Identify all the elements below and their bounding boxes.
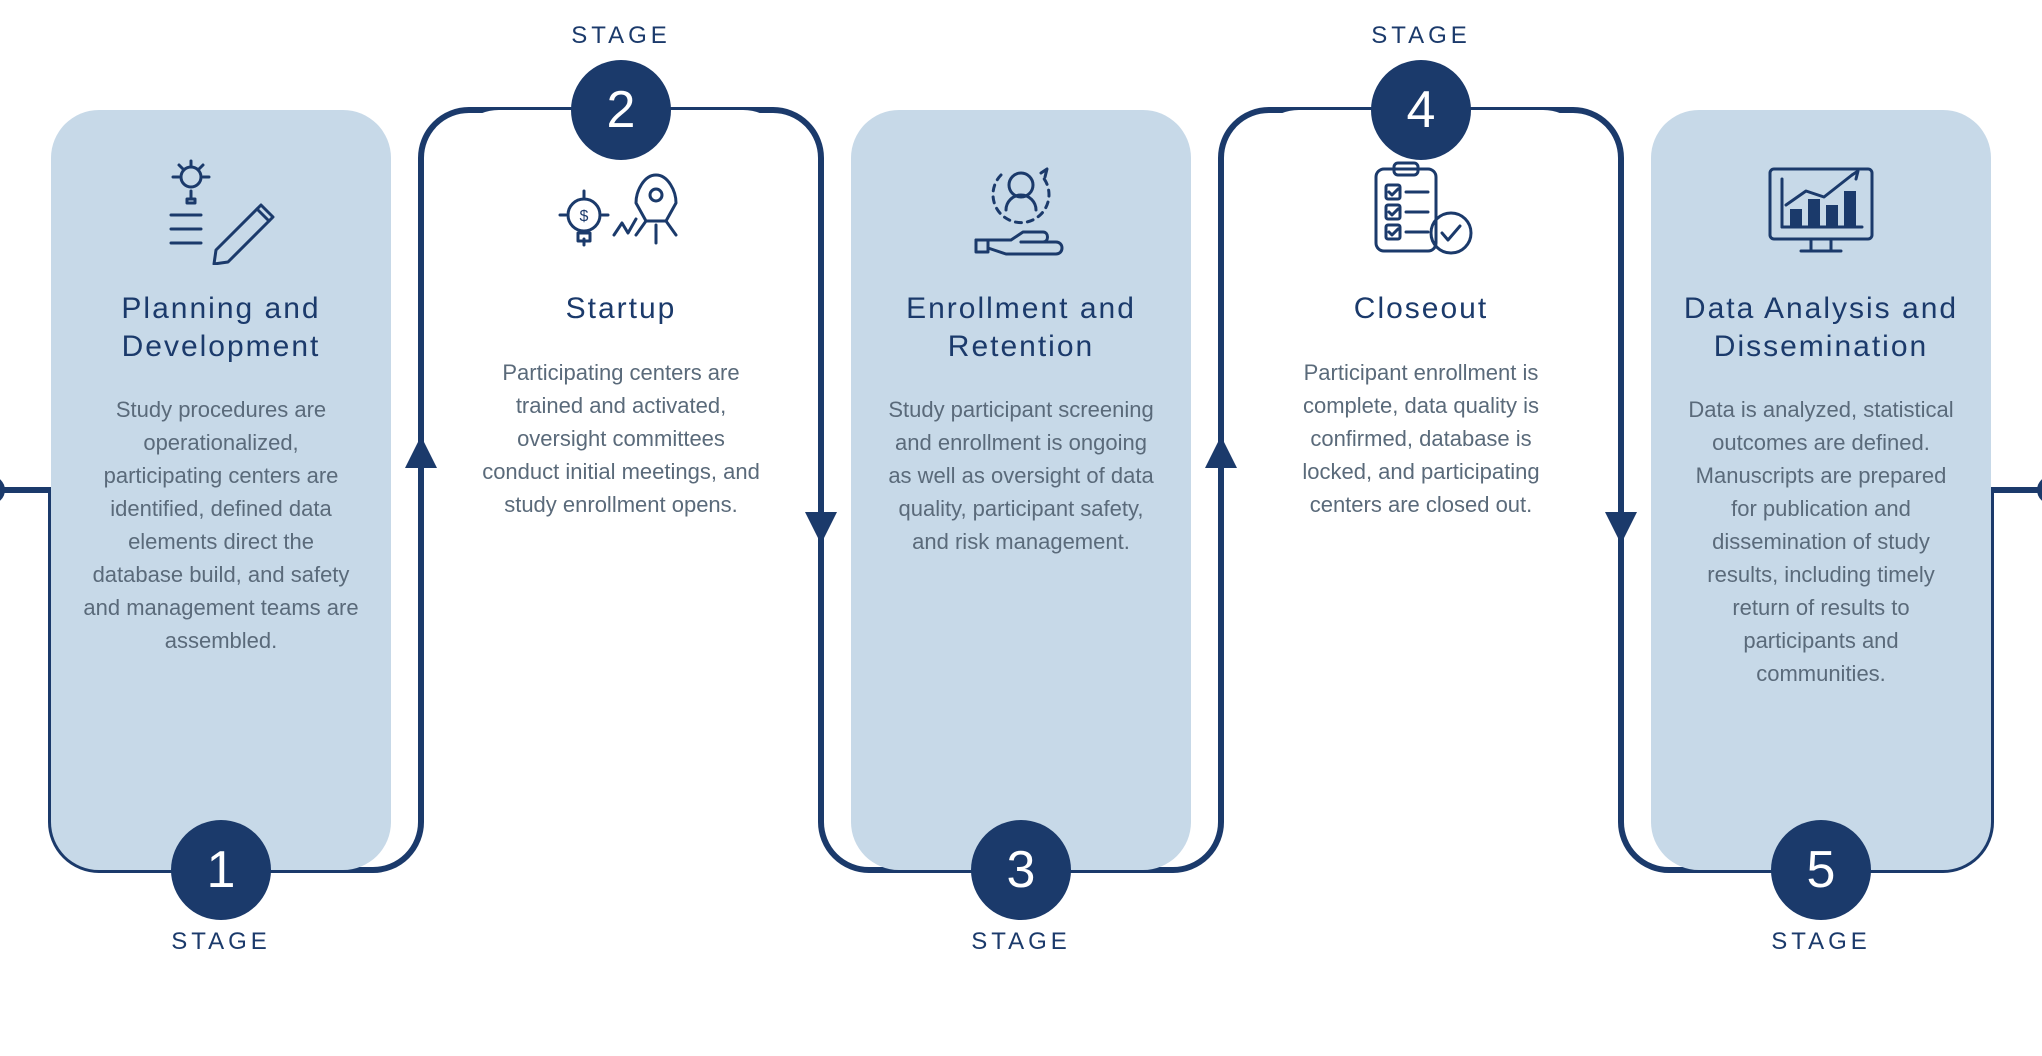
stage-number-circle-5: 5 [1771,820,1871,920]
stage-title: Startup [481,290,761,328]
stage-title: Data Analysis and Dissemination [1681,290,1961,365]
stage-number-circle-3: 3 [971,820,1071,920]
stage-label-2: STAGE [561,22,681,50]
stage-panel-5: Data Analysis and Dissemination Data is … [1651,110,1991,870]
stage-desc: Data is analyzed, statistical outcomes a… [1681,393,1961,690]
svg-text:$: $ [580,208,589,225]
stage-number-circle-2: 2 [571,60,671,160]
stage-panel-4: Closeout Participant enrollment is compl… [1251,110,1591,870]
stage-panel-2: $ Startup Participating centers are trai… [451,110,791,870]
stage-desc: Participating centers are trained and ac… [481,356,761,521]
stage-label-1: STAGE [161,928,281,956]
stages-diagram: Planning and Development Study procedure… [0,0,2042,1056]
stage-title: Closeout [1281,290,1561,328]
stage-label-3: STAGE [961,928,1081,956]
stage-title: Enrollment and Retention [881,290,1161,365]
stage-panel-1: Planning and Development Study procedure… [51,110,391,870]
checklist-icon [1281,150,1561,270]
stage-desc: Study procedures are operationalized, pa… [81,393,361,657]
pencil-lightbulb-icon [81,150,361,270]
hand-person-icon [881,150,1161,270]
stage-label-4: STAGE [1361,22,1481,50]
stage-desc: Study participant screening and enrollme… [881,393,1161,558]
stage-title: Planning and Development [81,290,361,365]
stage-desc: Participant enrollment is complete, data… [1281,356,1561,521]
chart-screen-icon [1681,150,1961,270]
rocket-bulb-icon: $ [481,150,761,270]
stage-number-circle-1: 1 [171,820,271,920]
stage-number-circle-4: 4 [1371,60,1471,160]
stage-panel-3: Enrollment and Retention Study participa… [851,110,1191,870]
stage-label-5: STAGE [1761,928,1881,956]
